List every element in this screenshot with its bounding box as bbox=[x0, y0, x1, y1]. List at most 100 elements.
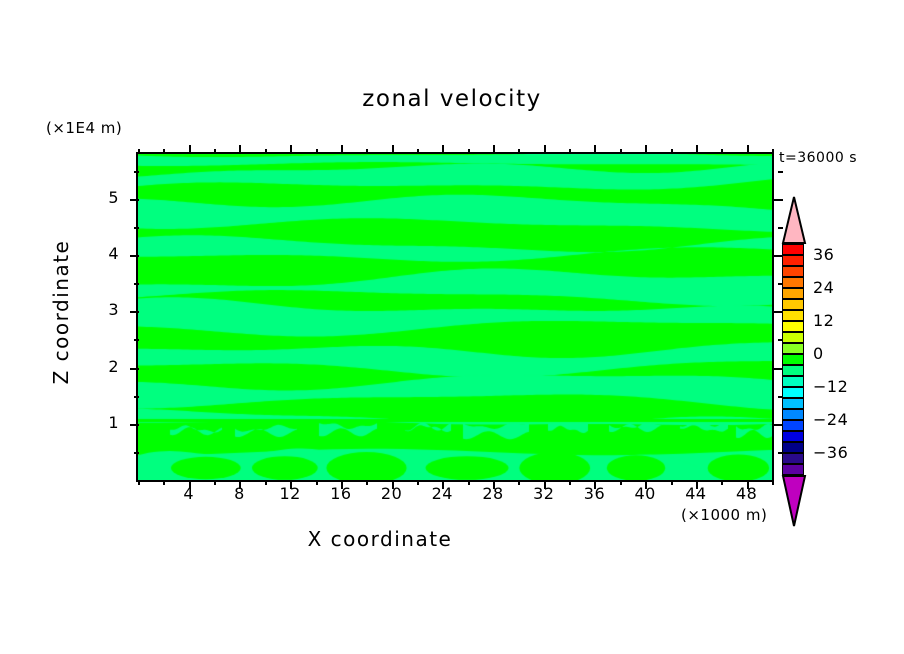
colorbar-tick-label: 0 bbox=[813, 344, 824, 363]
x-tick bbox=[138, 149, 140, 154]
x-tick bbox=[290, 480, 293, 489]
contour-field bbox=[138, 154, 772, 480]
x-tick bbox=[670, 149, 673, 154]
y-tick bbox=[774, 311, 783, 314]
page-title: zonal velocity bbox=[362, 86, 542, 112]
y-tick bbox=[130, 423, 139, 426]
x-tick-label: 32 bbox=[533, 484, 555, 503]
y-tick bbox=[778, 170, 783, 173]
y-tick bbox=[778, 227, 783, 230]
y-tick-label: 2 bbox=[108, 356, 119, 376]
x-tick bbox=[290, 145, 293, 154]
colorbar-band bbox=[782, 310, 804, 321]
x-tick-label: 40 bbox=[634, 484, 656, 503]
y-tick-label: 3 bbox=[108, 300, 119, 320]
colorbar-band bbox=[782, 409, 804, 420]
x-tick bbox=[645, 145, 648, 154]
colorbar-band bbox=[782, 299, 804, 310]
x-tick-label: 12 bbox=[279, 484, 301, 503]
y-tick bbox=[134, 227, 139, 230]
x-tick bbox=[467, 480, 470, 485]
x-tick bbox=[264, 149, 267, 154]
y-tick bbox=[134, 170, 139, 173]
x-tick bbox=[645, 480, 648, 489]
colorbar-band bbox=[782, 431, 804, 442]
y-axis-title: Z coordinate bbox=[49, 239, 73, 385]
x-tick bbox=[594, 145, 597, 154]
x-tick bbox=[315, 480, 318, 485]
x-tick bbox=[163, 149, 166, 154]
x-tick bbox=[721, 149, 724, 154]
x-tick bbox=[695, 145, 698, 154]
x-tick-label: 48 bbox=[735, 484, 758, 503]
x-tick bbox=[188, 480, 191, 489]
y-axis-ticks bbox=[127, 154, 139, 480]
colorbar-band bbox=[782, 321, 804, 332]
y-tick-label: 4 bbox=[108, 244, 119, 264]
x-tick-label: 28 bbox=[482, 484, 504, 503]
y-tick bbox=[774, 423, 783, 426]
x-tick bbox=[569, 480, 572, 485]
x-tick bbox=[188, 145, 191, 154]
x-tick bbox=[518, 149, 521, 154]
x-tick bbox=[721, 480, 724, 485]
x-tick bbox=[543, 480, 546, 489]
y-tick bbox=[130, 367, 139, 370]
colorbar-tick-label: 36 bbox=[813, 245, 835, 264]
x-tick bbox=[442, 145, 445, 154]
x-tick-label: 20 bbox=[380, 484, 403, 503]
y-tick bbox=[774, 367, 783, 370]
x-tick bbox=[746, 480, 749, 489]
x-tick bbox=[670, 480, 673, 485]
y-tick bbox=[774, 198, 783, 201]
x-tick bbox=[594, 480, 597, 489]
y-tick bbox=[134, 395, 139, 398]
y-tick bbox=[134, 339, 139, 342]
colorbar-tick-label: −24 bbox=[813, 410, 849, 429]
x-tick bbox=[772, 149, 774, 154]
x-axis-ticks bbox=[138, 480, 774, 492]
y-tick-label: 5 bbox=[108, 187, 119, 207]
x-tick bbox=[416, 149, 419, 154]
x-tick-label: 16 bbox=[330, 484, 352, 503]
colorbar-tick-label: 24 bbox=[813, 278, 835, 297]
x-tick bbox=[340, 480, 343, 489]
x-tick bbox=[772, 480, 774, 485]
colorbar-band bbox=[782, 244, 804, 255]
x-tick bbox=[493, 145, 496, 154]
colorbar-under-arrow bbox=[781, 475, 807, 527]
x-tick bbox=[695, 480, 698, 489]
x-tick-label: 36 bbox=[583, 484, 606, 503]
colorbar-tick-label: −12 bbox=[813, 377, 849, 396]
x-axis-units: (×1000 m) bbox=[681, 506, 768, 524]
x-tick bbox=[239, 480, 242, 489]
y-tick bbox=[130, 311, 139, 314]
colorbar-band bbox=[782, 255, 804, 266]
y-tick bbox=[134, 283, 139, 286]
y-axis-units: (×1E4 m) bbox=[46, 119, 123, 137]
x-tick bbox=[239, 145, 242, 154]
colorbar-band bbox=[782, 332, 804, 343]
x-tick bbox=[163, 480, 166, 485]
y-axis-ticks-right bbox=[771, 154, 783, 480]
x-tick bbox=[391, 145, 394, 154]
x-tick bbox=[543, 145, 546, 154]
colorbar-band bbox=[782, 453, 804, 464]
colorbar-band bbox=[782, 420, 804, 431]
y-tick bbox=[774, 255, 783, 258]
colorbar-band bbox=[782, 442, 804, 453]
y-tick bbox=[778, 451, 783, 454]
colorbar-band bbox=[782, 354, 804, 365]
x-tick bbox=[416, 480, 419, 485]
y-tick bbox=[130, 198, 139, 201]
colorbar: 36 24 12 0 −12 −24 −36 bbox=[779, 196, 848, 527]
x-tick bbox=[619, 480, 622, 485]
x-tick bbox=[366, 480, 369, 485]
x-axis-title: X coordinate bbox=[307, 527, 453, 551]
colorbar-band bbox=[782, 277, 804, 288]
colorbar-band bbox=[782, 266, 804, 277]
x-tick bbox=[214, 480, 217, 485]
colorbar-band bbox=[782, 288, 804, 299]
colorbar-band bbox=[782, 464, 804, 475]
